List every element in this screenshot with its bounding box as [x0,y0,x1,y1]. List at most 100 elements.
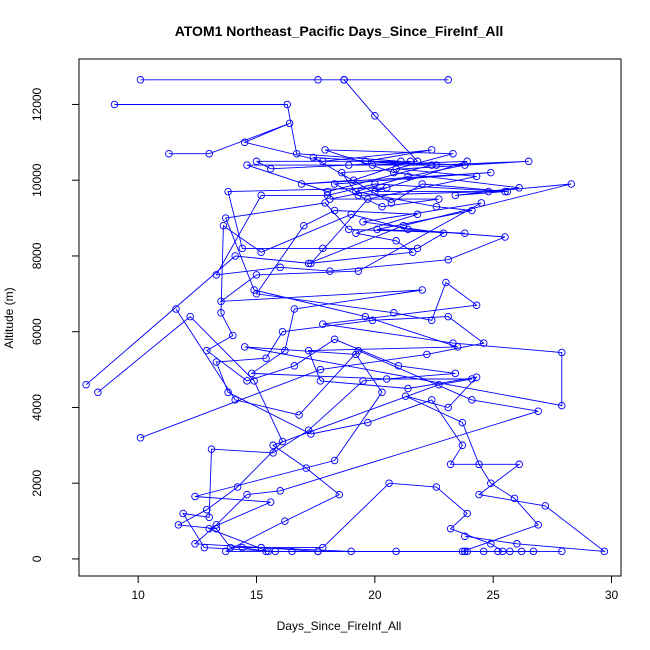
y-tick-label: 4000 [30,394,44,421]
data-point [252,290,261,298]
data-point [283,100,292,109]
data-point [461,532,469,540]
data-point [404,384,412,393]
data-point [427,161,436,169]
data-point [503,187,512,196]
data-point [461,161,469,169]
data-point [472,373,481,381]
data-point [238,543,247,552]
data-point [510,494,519,503]
data-point [321,146,329,154]
data-point [319,157,327,166]
data-point [292,149,301,158]
plot-points [82,76,609,556]
data-point [285,119,294,128]
data-point [408,248,417,256]
data-point [359,377,367,385]
data-point [319,320,327,328]
data-point [487,540,495,548]
y-tick-label: 10000 [30,163,44,197]
data-point [212,521,221,529]
data-point [229,331,237,340]
data-point [217,309,225,317]
data-point [278,327,287,336]
data-point [515,184,523,192]
data-point [345,161,353,169]
data-point [406,157,415,166]
data-point [224,388,232,397]
y-tick-label: 0 [30,555,44,562]
data-point [212,271,221,279]
data-point [427,316,436,325]
data-point [558,348,566,357]
data-point [373,225,381,234]
data-point [307,259,315,268]
data-point [94,388,102,397]
data-point [413,157,422,166]
data-point [309,153,318,162]
data-point [340,76,348,84]
data-point [212,358,221,366]
data-point [479,339,488,347]
data-point [243,161,251,169]
data-point [307,430,315,438]
y-tick-label: 8000 [30,242,44,269]
data-point [240,343,249,351]
data-point [203,346,211,355]
data-point [463,509,471,518]
x-axis: 10 15 20 25 30 [131,575,619,602]
data-point [359,218,367,226]
data-point [330,206,339,215]
data-point [238,244,247,253]
data-point [326,195,334,203]
data-point [515,460,523,469]
data-point [347,210,355,219]
y-axis-label: Altitude (m) [2,287,16,348]
data-point [435,380,443,389]
data-point [394,362,403,370]
data-point [319,244,327,253]
data-point [472,301,481,309]
data-point [387,199,396,207]
data-point [266,498,275,506]
data-point [390,309,398,317]
series-line [168,122,539,552]
data-point [451,191,460,200]
data-point [300,221,308,230]
data-point [352,229,360,237]
series-line [114,104,522,552]
data-point [468,375,476,383]
data-point [427,396,436,404]
series-line [175,308,562,552]
data-point [352,350,360,359]
data-point [354,267,363,275]
data-point [262,354,270,362]
data-point [295,411,303,419]
data-point [186,312,194,321]
data-point [404,172,412,181]
data-point [468,206,476,215]
data-point [243,377,251,385]
data-point [423,350,431,359]
data-point [269,449,277,457]
data-point [224,187,232,196]
data-point [302,464,310,472]
data-point [326,267,334,275]
data-point [477,199,486,207]
data-point [172,305,180,313]
data-point [451,369,460,378]
data-point [458,547,467,556]
data-point [219,221,228,230]
series-line [97,315,534,552]
data-point [221,547,230,556]
data-point [252,157,261,166]
data-point [494,547,502,556]
data-point [444,312,452,321]
data-point [345,225,353,234]
data-point [418,180,426,188]
data-point [506,547,514,556]
data-point [371,187,379,196]
data-point [250,286,258,294]
data-point [378,388,386,397]
data-point [165,149,173,158]
